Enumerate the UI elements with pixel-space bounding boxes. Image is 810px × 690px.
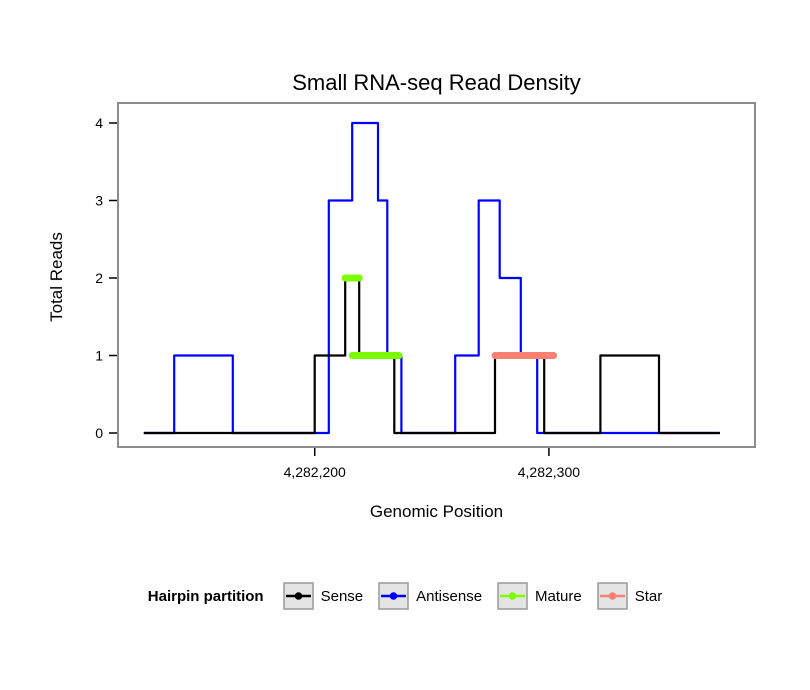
legend-item-antisense: Antisense bbox=[378, 582, 482, 610]
plot-panel bbox=[117, 102, 756, 448]
legend-key-antisense bbox=[378, 582, 409, 610]
legend-key-sense bbox=[282, 582, 314, 610]
chart-title: Small RNA-seq Read Density bbox=[292, 70, 581, 95]
legend-label: Mature bbox=[535, 587, 582, 605]
legend-key-point bbox=[389, 592, 398, 600]
legend-title: Hairpin partition bbox=[147, 587, 264, 605]
legend: Hairpin partition Sense Antisense Mature St… bbox=[0, 582, 810, 610]
y-tick-label: 2 bbox=[95, 270, 103, 286]
y-tick-label: 0 bbox=[95, 425, 103, 441]
y-tick-label: 3 bbox=[95, 193, 103, 209]
legend-key-point bbox=[294, 592, 302, 600]
legend-label: Antisense bbox=[416, 587, 483, 605]
x-tick-label: 4,282,300 bbox=[518, 464, 580, 480]
y-tick-label: 1 bbox=[95, 348, 103, 364]
legend-key-point bbox=[608, 592, 617, 600]
legend-key-star bbox=[596, 582, 628, 610]
legend-item-mature: Mature bbox=[497, 582, 582, 610]
legend-item-star: Star bbox=[596, 582, 663, 610]
legend-label: Sense bbox=[320, 587, 364, 605]
legend-key-point bbox=[508, 592, 517, 600]
legend-key-mature bbox=[497, 582, 528, 610]
legend-item-sense: Sense bbox=[282, 582, 364, 610]
x-axis-label: Genomic Position bbox=[369, 502, 504, 521]
series-line-sense bbox=[143, 276, 720, 435]
y-tick-label: 4 bbox=[95, 115, 103, 131]
x-tick-label: 4,282,200 bbox=[284, 464, 346, 480]
legend-label: Star bbox=[634, 587, 663, 605]
